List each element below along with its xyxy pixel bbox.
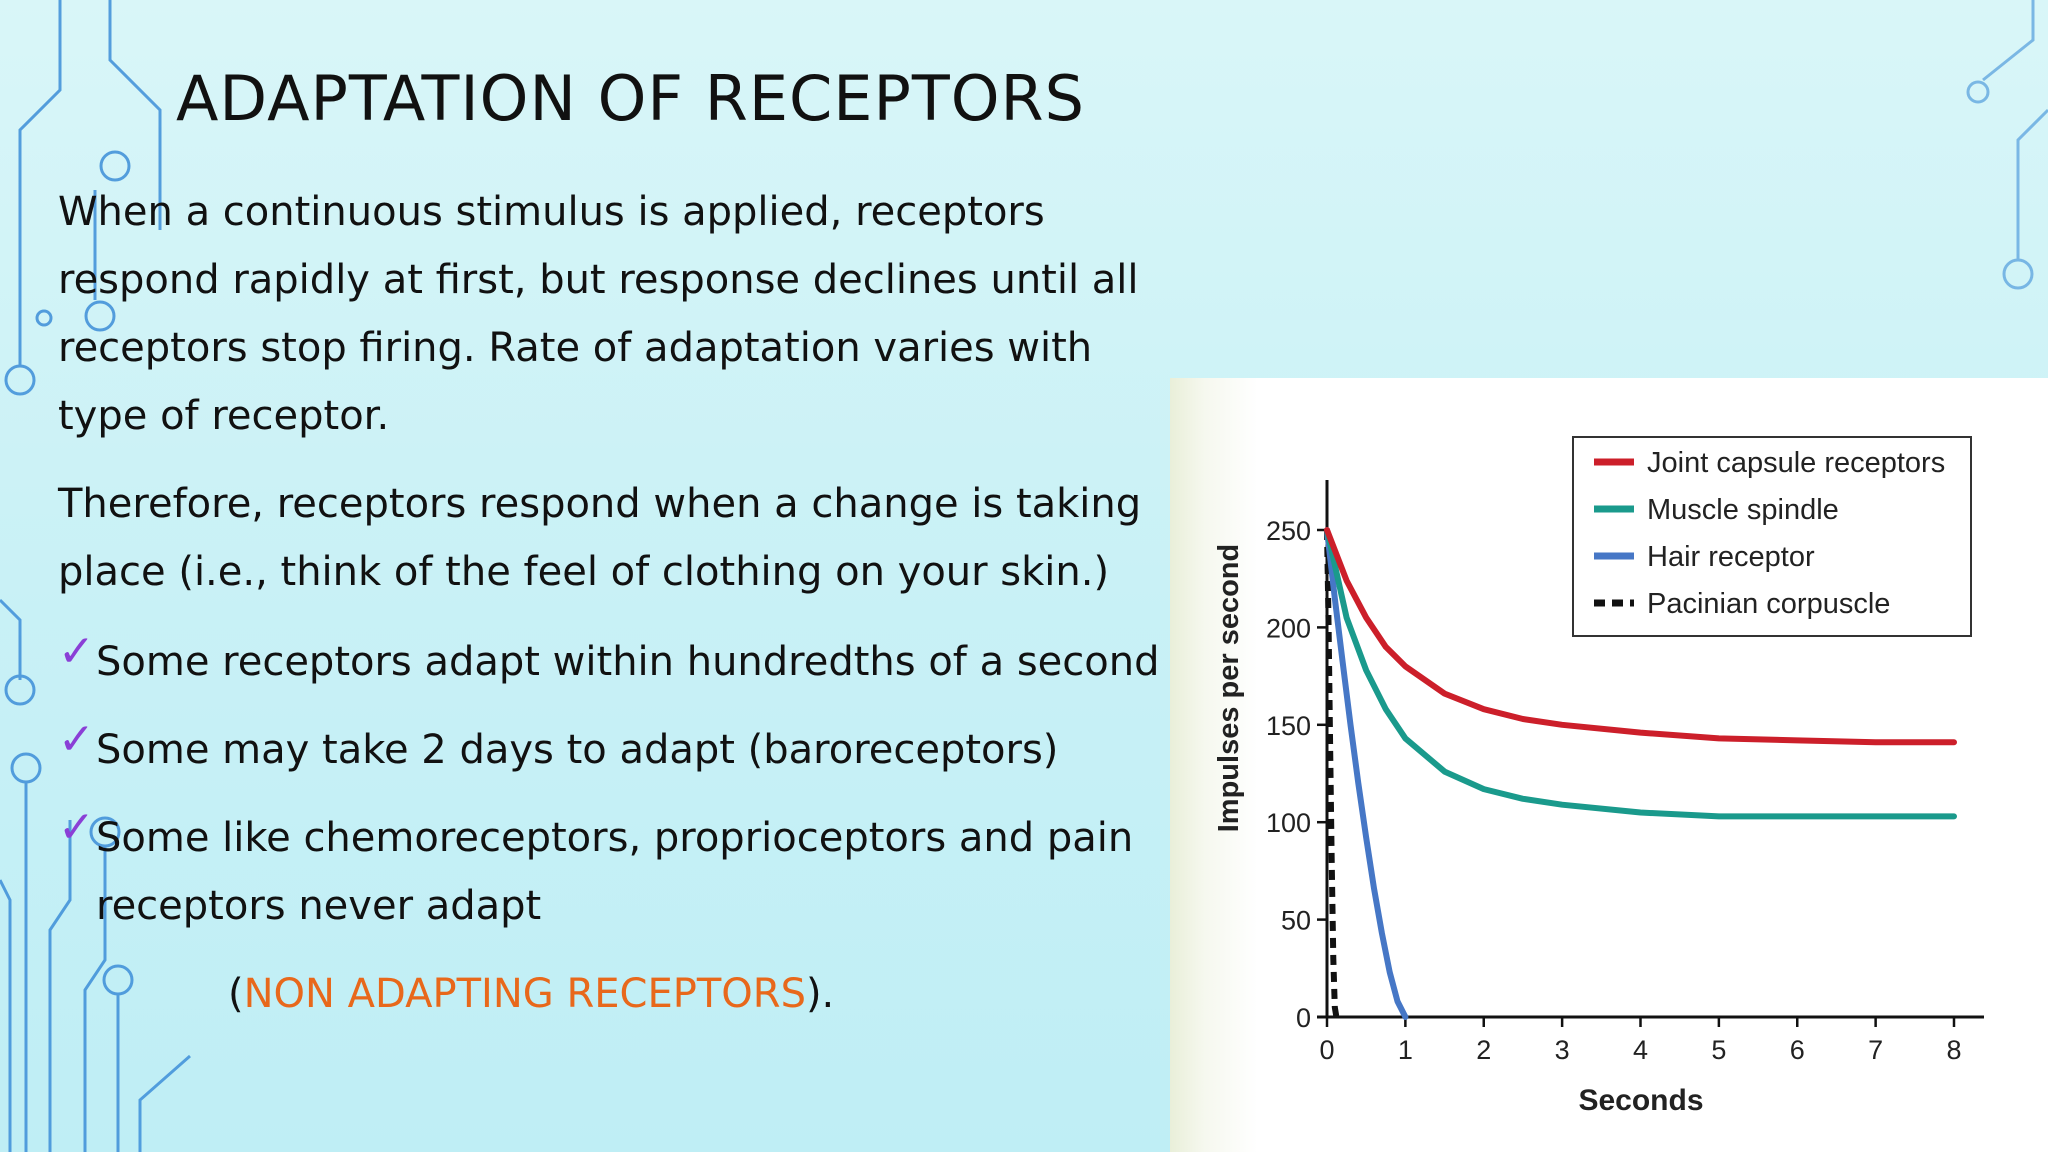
x-tick-label: 4 [1633,1035,1648,1065]
circuit-decoration-left [0,0,191,1152]
y-tick-label: 200 [1266,613,1311,643]
note-open-paren: ( [228,971,244,1017]
x-tick-label: 2 [1476,1035,1491,1065]
paragraph-continuous-stimulus: When a continuous stimulus is applied, r… [58,189,1139,439]
bullet-text: Some receptors adapt within hundredths o… [96,639,1160,685]
slide-title: ADAPTATION OF RECEPTORS [176,62,1085,135]
legend-label: Pacinian corpuscle [1647,588,1890,620]
series-line-pacinian-corpuscle [1324,529,1340,1018]
y-axis-label: Impulses per second [1213,544,1245,833]
bullet-text: Some like chemoreceptors, proprioceptors… [96,815,1134,929]
checkmark-icon: ✓ [58,802,95,853]
x-tick-label: 3 [1555,1035,1570,1065]
chart-legend: Joint capsule receptors Muscle spindle Hai… [1572,436,1972,637]
non-adapting-receptors-label: NON ADAPTING RECEPTORS [243,971,806,1017]
note-close-paren: ). [805,971,835,1017]
y-tick-label: 0 [1296,1003,1311,1033]
x-axis-label: Seconds [1578,1084,1703,1117]
circuit-decoration-right [1966,0,2048,290]
x-tick-label: 6 [1790,1035,1805,1065]
x-tick-label: 1 [1398,1035,1413,1065]
checkmark-icon: ✓ [58,714,95,765]
x-tick-label: 0 [1319,1035,1334,1065]
legend-box [1572,436,1972,637]
y-tick-label: 100 [1266,808,1311,838]
bullet-hundredths: ✓ Some receptors adapt within hundredths… [58,626,1168,696]
bullet-never-adapt: ✓ Some like chemoreceptors, propriocepto… [58,802,1168,940]
slide-body: When a continuous stimulus is applied, r… [58,178,1168,1028]
y-tick-label: 50 [1281,906,1311,936]
adaptation-chart-panel: 0 50 100 150 200 250 0 1 2 3 4 5 6 7 8 Impulses per se… [1170,378,2048,1152]
bullet-two-days: ✓ Some may take 2 days to adapt (barorec… [58,714,1168,784]
series-line-muscle-spindle [1324,527,1957,820]
x-tick-label: 5 [1711,1035,1726,1065]
legend-label: Muscle spindle [1647,494,1839,526]
adaptation-chart: 0 50 100 150 200 250 0 1 2 3 4 5 6 7 8 Impulses per se… [1213,436,1984,1117]
x-tick-label: 7 [1868,1035,1883,1065]
x-tick-label: 8 [1946,1035,1961,1065]
legend-label: Joint capsule receptors [1647,447,1945,479]
y-tick-label: 250 [1266,516,1311,546]
series-line-joint-capsule-receptors [1324,527,1957,746]
series-line-hair-receptor [1324,527,1409,1020]
bullet-text: Some may take 2 days to adapt (barorecep… [96,727,1059,773]
legend-label: Hair receptor [1647,541,1815,573]
non-adapting-note: (NON ADAPTING RECEPTORS). [228,960,1168,1028]
y-tick-label: 150 [1266,711,1311,741]
checkmark-icon: ✓ [58,626,95,677]
paragraph-change: Therefore, receptors respond when a chan… [58,481,1142,595]
